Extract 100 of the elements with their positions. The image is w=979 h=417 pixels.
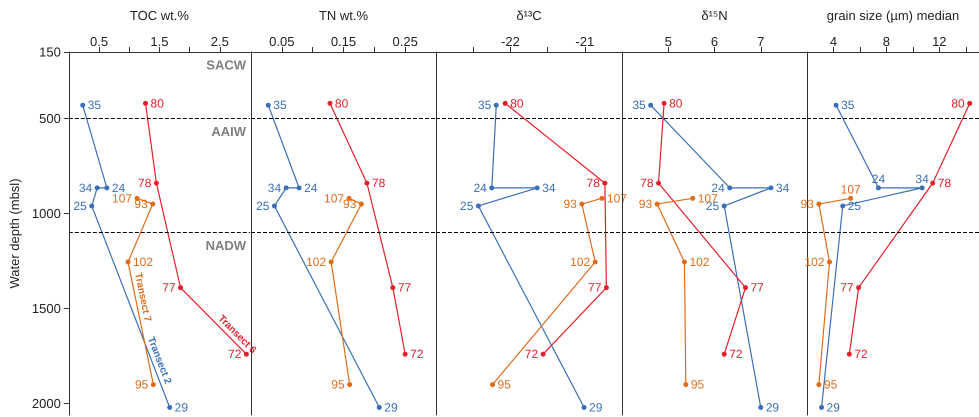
annotation: 95 [690,378,704,392]
point [654,202,660,207]
annotation: 72 [729,347,743,362]
annotation: 107 [324,191,344,206]
point [579,202,584,207]
point [816,202,822,207]
annotation: 77 [840,280,854,295]
annotation: 107 [840,182,861,196]
y-tick-label: 2000 [32,396,61,412]
annotation: 102 [306,255,326,270]
x-tick-label: 12 [932,34,947,49]
point [154,180,159,186]
annotation: 77 [750,280,764,295]
annotation: 80 [150,96,164,110]
point [94,185,100,190]
x-tick-label: -21 [575,34,594,49]
point [489,185,494,190]
annotation: 72 [854,347,868,362]
point [540,352,546,357]
annotation: 77 [398,280,412,295]
annotation: 25 [73,198,88,213]
annotation: 29 [826,400,840,414]
annotation: 34 [542,180,556,195]
point [104,185,110,190]
annotation: 29 [174,400,188,414]
point [390,285,396,290]
x-tick-label: 2.5 [210,34,229,49]
annotation: 93 [638,197,652,212]
annotation: 29 [384,400,398,414]
point [364,180,370,186]
point [682,260,687,265]
y-tick-label: 150 [39,44,61,60]
point [284,185,289,190]
point [722,352,727,357]
point [722,203,727,208]
point [768,185,774,190]
point [582,404,587,410]
point [534,185,540,190]
annotation: 34 [78,180,93,195]
point [604,285,609,290]
point [930,180,936,186]
x-tick-label: 7 [757,34,764,49]
x-tick-label: 0.05 [269,34,294,49]
annotation: 80 [510,96,524,110]
annotation: 24 [304,180,318,195]
x-axis-title: δ¹³C [516,8,542,23]
annotation: 77 [162,280,176,295]
point [347,382,352,388]
point [816,382,822,388]
point [683,382,688,388]
point [272,203,277,208]
point [834,102,839,108]
point [476,203,481,208]
annotation: SACW [206,58,247,72]
annotation: 95 [331,378,345,392]
annotation: 78 [138,176,152,190]
point [266,102,271,108]
x-axis-title: TOC wt.% [130,8,190,23]
annotation: 25 [460,198,474,213]
x-tick-label: 5 [664,34,672,49]
annotation: 35 [273,98,287,112]
annotation: 95 [824,378,838,392]
annotation: 34 [268,180,282,195]
point [742,285,748,290]
annotation: 93 [563,197,578,212]
annotation: 95 [498,378,512,392]
point [178,285,184,290]
point [358,202,364,207]
point [848,196,854,201]
annotation: 72 [410,347,424,362]
point [920,185,925,190]
annotation: AAIW [211,124,247,140]
annotation: 78 [938,176,952,190]
x-tick-label: 6 [710,34,718,49]
x-axis-title: TN wt.% [318,8,368,23]
x-axis-title: grain size (µm) median [826,8,960,23]
annotation: 25 [256,198,270,213]
annotation: 77 [588,280,602,295]
annotation: 35 [841,98,855,112]
point [167,404,172,410]
y-tick-label: 500 [39,111,61,126]
annotation: 35 [632,98,646,112]
point [819,404,824,410]
x-tick-label: 8 [882,34,890,49]
annotation: 35 [478,98,492,112]
point [126,260,131,265]
point [89,203,94,208]
annotation: 24 [473,180,488,195]
annotation: 102 [133,255,154,270]
x-tick-label: 0.25 [392,34,418,49]
point [328,260,334,265]
y-tick-label: 1500 [32,301,61,316]
annotation: 78 [372,176,386,190]
point [648,102,654,108]
annotation: 80 [951,96,966,110]
x-tick-label: 1.5 [150,34,168,49]
point [494,102,499,108]
point [602,180,608,186]
point [690,196,696,201]
annotation: 102 [689,255,710,270]
